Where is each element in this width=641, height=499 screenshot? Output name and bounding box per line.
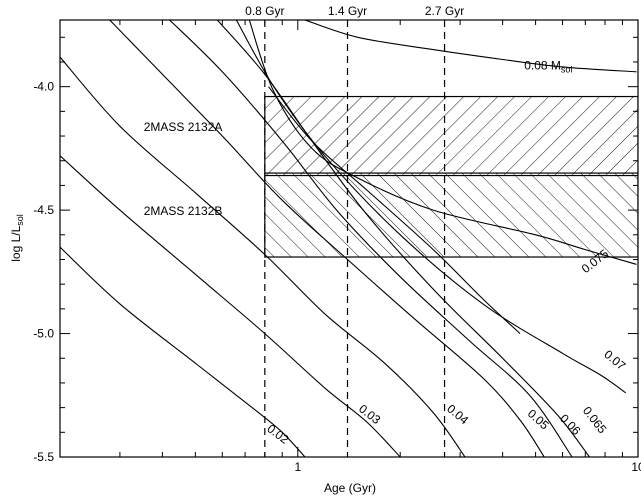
age-markers-layer: 0.8 Gyr 1.4 Gyr 2.7 Gyr [245,4,464,457]
mass-label-text-0: 0.02 [264,421,291,446]
mass-label-text-6: 0.07 [601,347,628,373]
plot-area: 0.8 Gyr 1.4 Gyr 2.7 Gyr 1 10 -4.0 -4.5 -5.0 -5.… [33,4,641,474]
mass-label-6: 0.07 [601,347,628,373]
mass-label-text-1: 0.03 [356,402,383,428]
mass-label-2: 0.04 [444,402,471,428]
region-label-0: 2MASS 2132A [144,120,223,134]
mass-label-0: 0.02 [264,421,291,446]
extra-track-0 [268,86,521,335]
mass-track-2 [60,56,466,457]
plot-frame [59,19,639,458]
y-axis-label: log L/Lsol [9,214,25,262]
age-marker-label-2: 2.7 Gyr [425,4,464,18]
mass-label-sub-8: sol [561,64,573,74]
region-a [264,95,638,177]
age-marker-label-0: 0.8 Gyr [245,4,284,18]
tracks-layer [60,20,637,457]
mass-label-text-3: 0.05 [525,406,552,432]
mass-track-6 [235,20,627,394]
mass-label-text-5: 0.065 [580,404,610,437]
y-tick-label-3: -5.5 [33,450,54,464]
mass-label-text-4: 0.06 [557,411,584,438]
mass-track-4 [169,20,573,457]
y-axis-label-sub: sol [15,214,25,226]
x-axis-label: Age (Gyr) [324,481,376,495]
x-tick-label-0: 1 [294,460,301,474]
mass-track-1 [60,155,401,457]
mass-track-3 [109,20,545,457]
y-tick-label-1: -4.5 [33,203,54,217]
region-label-1: 2MASS 2132B [144,204,223,218]
ticks-layer: 1 10 -4.0 -4.5 -5.0 -5.5 [33,20,641,474]
mass-label-text-8: 0.08 M [524,58,561,72]
mass-label-1: 0.03 [356,402,383,428]
mass-label-text-2: 0.04 [444,402,471,428]
mass-label-3: 0.05 [525,406,552,432]
mass-label-4: 0.06 [557,411,584,438]
mass-track-0 [60,246,306,457]
mass-label-8: 0.08 Msol [524,58,572,74]
mass-label-5: 0.065 [580,404,610,437]
mass-track-8 [304,20,637,73]
y-tick-label-2: -5.0 [33,327,54,341]
age-marker-label-1: 1.4 Gyr [328,4,367,18]
y-axis-label-main: log L/L [9,225,23,261]
regions-layer [264,95,638,258]
x-tick-label-1: 10 [631,460,641,474]
y-tick-label-0: -4.0 [33,80,54,94]
